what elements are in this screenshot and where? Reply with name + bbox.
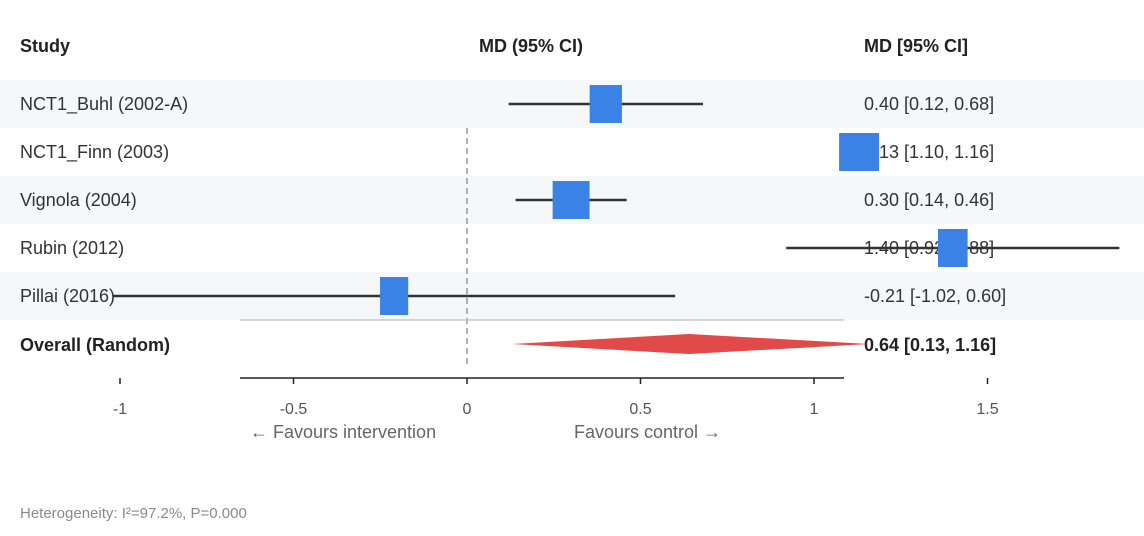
x-tick-label: -0.5 bbox=[280, 401, 308, 418]
study-label: NCT1_Finn (2003) bbox=[20, 142, 170, 162]
study-point-marker bbox=[839, 133, 880, 171]
x-tick-label: 1 bbox=[810, 401, 819, 418]
header-effect: MD [95% CI] bbox=[864, 36, 969, 56]
study-label: Pillai (2016) bbox=[20, 286, 116, 306]
study-label: NCT1_Buhl (2002-A) bbox=[20, 94, 189, 114]
study-point-marker bbox=[380, 277, 409, 315]
study-effect-text: -0.21 [-1.02, 0.60] bbox=[864, 286, 1007, 306]
study-label: Rubin (2012) bbox=[20, 238, 125, 258]
favours-intervention-label: ← Favours intervention bbox=[250, 422, 436, 442]
study-point-marker bbox=[552, 181, 590, 219]
x-tick-label: -1 bbox=[113, 401, 127, 418]
header-plot: MD (95% CI) bbox=[479, 36, 584, 56]
favours-control-label: Favours control → bbox=[574, 422, 721, 442]
x-tick-label: 1.5 bbox=[976, 401, 998, 418]
overall-effect-text: 0.64 [0.13, 1.16] bbox=[864, 335, 997, 355]
study-effect-text: 0.40 [0.12, 0.68] bbox=[864, 94, 995, 114]
x-tick-label: 0.5 bbox=[629, 401, 651, 418]
overall-label: Overall (Random) bbox=[20, 335, 171, 355]
heterogeneity-note: Heterogeneity: I²=97.2%, P=0.000 bbox=[20, 505, 247, 522]
study-effect-text: 1.13 [1.10, 1.16] bbox=[864, 142, 995, 162]
overall-diamond bbox=[512, 334, 870, 354]
study-effect-text: 0.30 [0.14, 0.46] bbox=[864, 190, 995, 210]
header-study: Study bbox=[20, 36, 71, 56]
x-tick-label: 0 bbox=[463, 401, 472, 418]
study-label: Vignola (2004) bbox=[20, 190, 137, 210]
study-point-marker bbox=[589, 85, 622, 123]
study-point-marker bbox=[937, 229, 968, 267]
